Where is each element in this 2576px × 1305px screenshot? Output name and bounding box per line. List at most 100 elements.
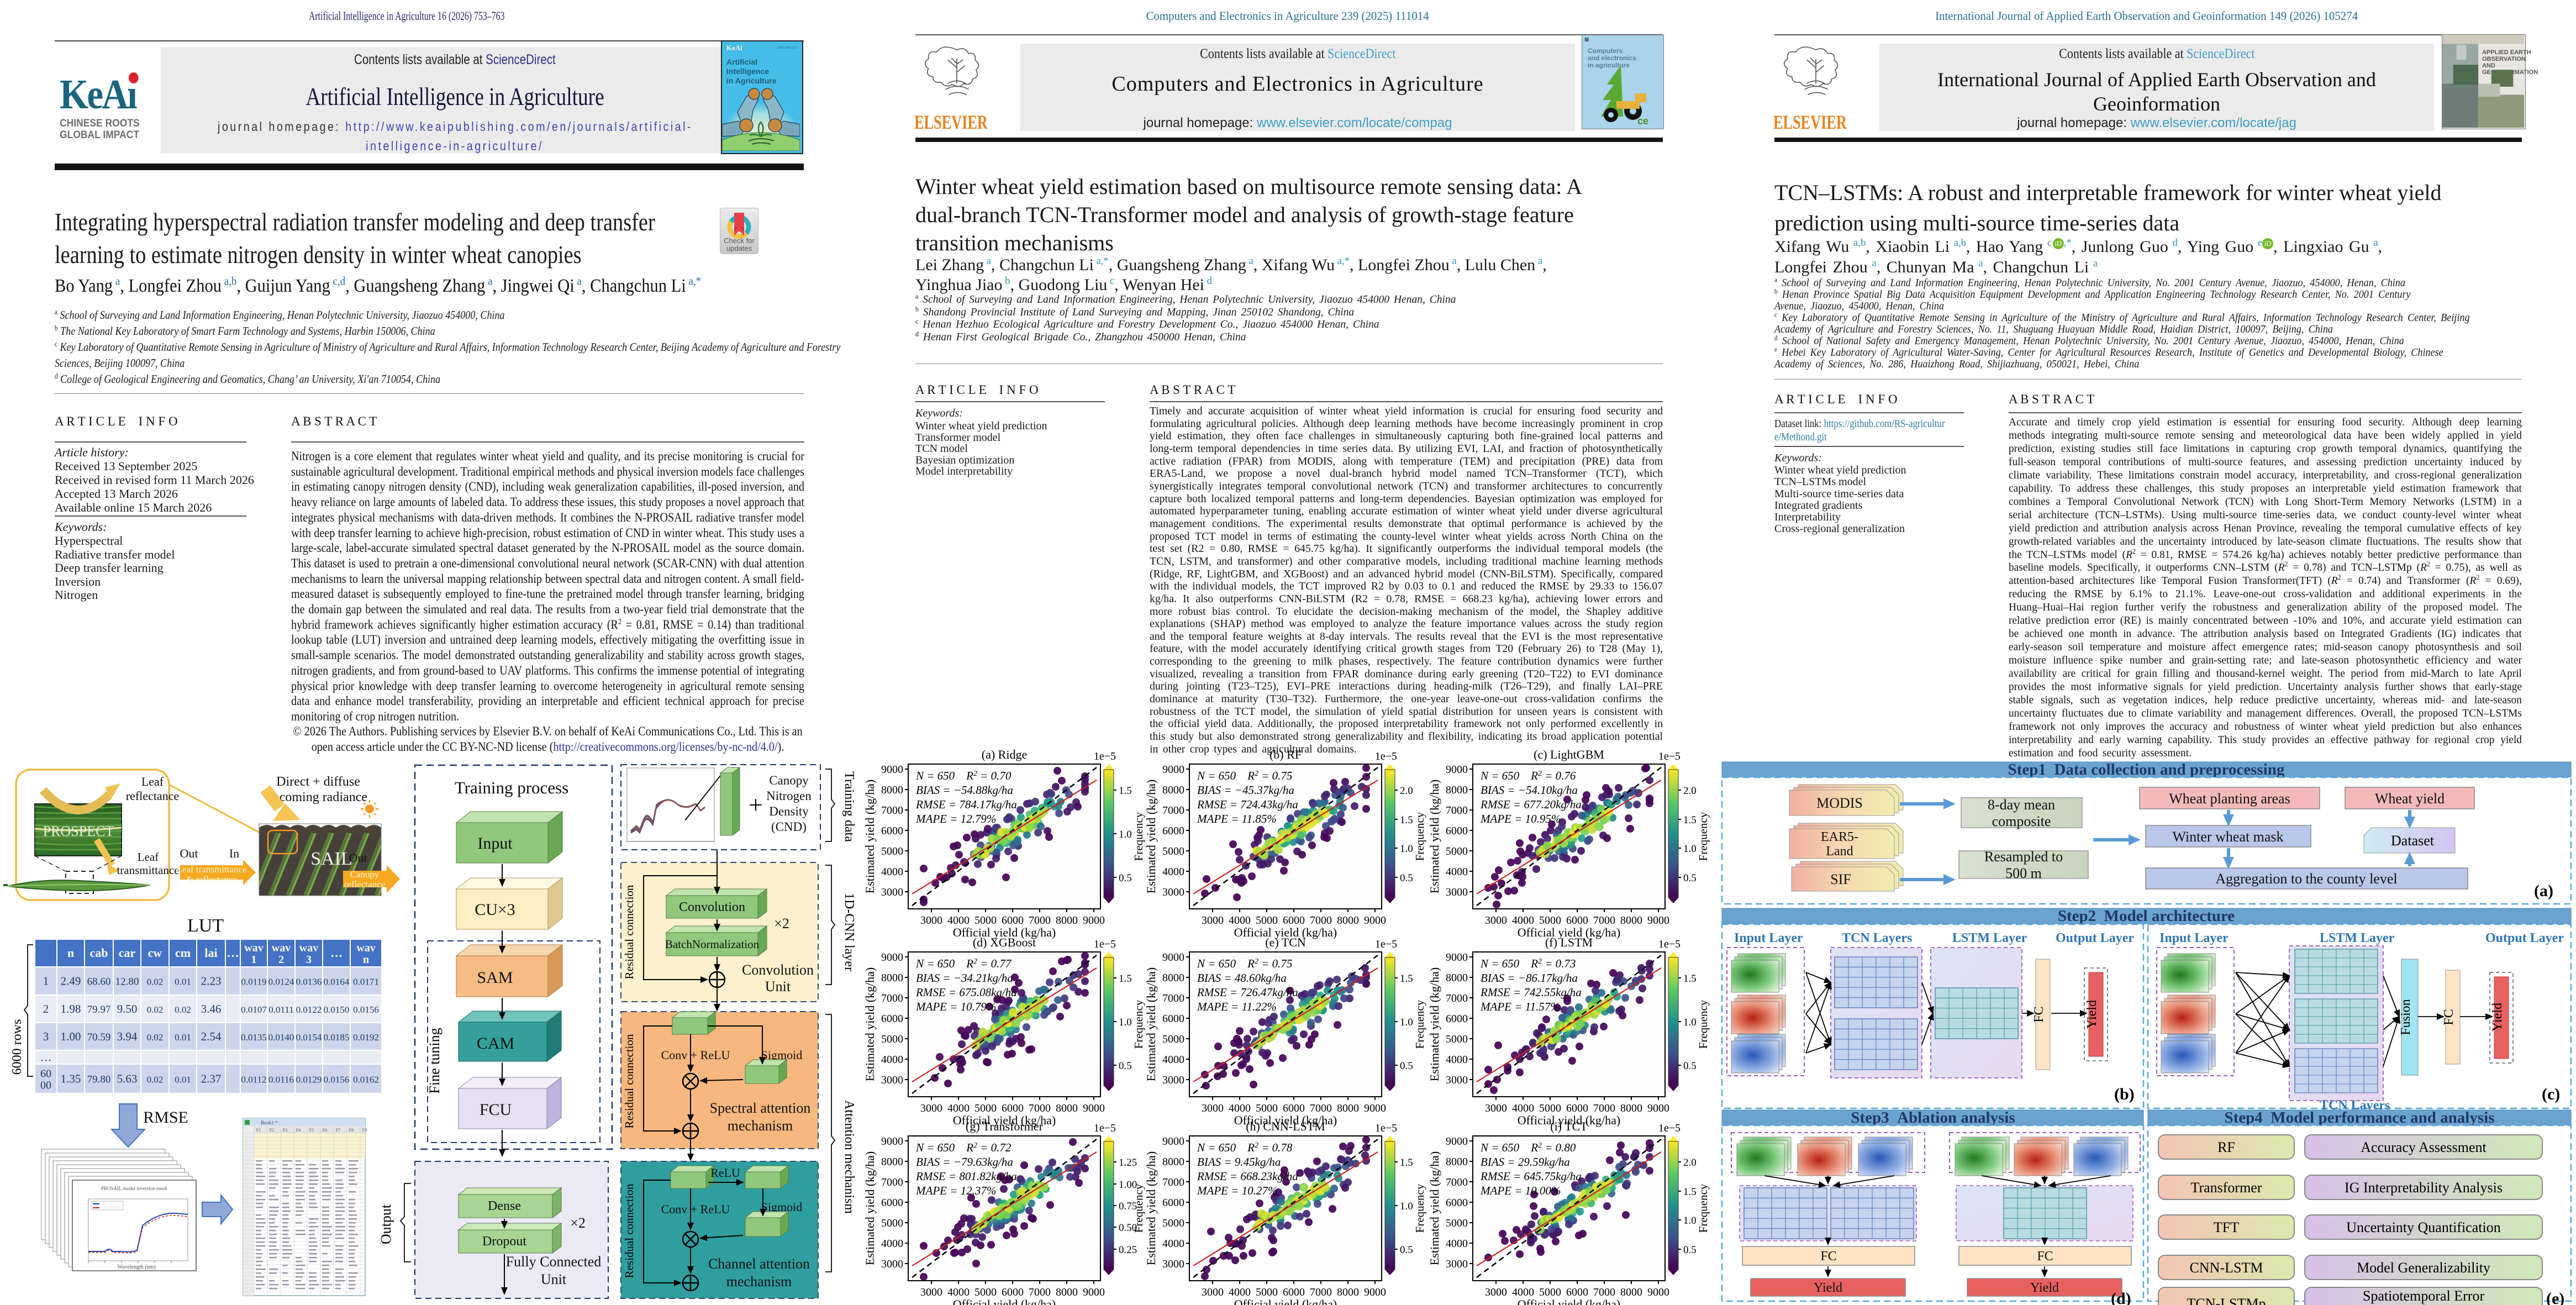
svg-text:IG Interpretability Analysis: IG Interpretability Analysis xyxy=(2345,1180,2503,1196)
svg-text:lai: lai xyxy=(204,946,217,960)
svg-text:4000: 4000 xyxy=(1512,1102,1534,1114)
svg-text:3: 3 xyxy=(43,1030,49,1043)
svg-text:1e−5: 1e−5 xyxy=(1658,750,1681,762)
svg-text:8-day mean: 8-day mean xyxy=(1988,797,2055,813)
svg-text:1.5: 1.5 xyxy=(1400,973,1413,985)
svg-text:Conv + ReLU: Conv + ReLU xyxy=(661,1202,730,1216)
svg-text:4000: 4000 xyxy=(947,1286,970,1298)
svg-text:2.23: 2.23 xyxy=(201,975,222,988)
svg-text:1D-CNN layer: 1D-CNN layer xyxy=(842,893,856,971)
svg-text:LSTM Layer: LSTM Layer xyxy=(1952,931,2027,945)
svg-text:Official yield (kg/ha): Official yield (kg/ha) xyxy=(953,1113,1056,1127)
svg-text:7000: 7000 xyxy=(1029,914,1051,927)
svg-text:Wavelength (nm): Wavelength (nm) xyxy=(117,1264,155,1270)
svg-text:Resampled to: Resampled to xyxy=(1984,849,2063,865)
svg-text:TCN Layers: TCN Layers xyxy=(1842,931,1912,945)
svg-text:transmittance: transmittance xyxy=(117,864,179,877)
svg-text:9000: 9000 xyxy=(1364,914,1386,927)
svg-text:ce: ce xyxy=(1637,115,1648,127)
svg-text:2.37: 2.37 xyxy=(201,1072,222,1086)
svg-text:4000: 4000 xyxy=(1446,866,1468,878)
svg-text:×2: ×2 xyxy=(570,1215,586,1231)
svg-text:LUT: LUT xyxy=(187,915,224,936)
svg-text:0.0135: 0.0135 xyxy=(241,1032,267,1043)
svg-text:Estimated yield (kg/ha): Estimated yield (kg/ha) xyxy=(1144,780,1158,894)
svg-text:3000: 3000 xyxy=(1446,1258,1468,1270)
svg-text:PROSPECT: PROSPECT xyxy=(43,823,114,839)
svg-text:F5: F5 xyxy=(309,1128,314,1133)
svg-text:Conv + ReLU: Conv + ReLU xyxy=(661,1048,730,1062)
svg-text:0.5: 0.5 xyxy=(1400,1244,1413,1256)
svg-text:1e−5: 1e−5 xyxy=(1094,938,1116,950)
svg-text:Residual connection: Residual connection xyxy=(623,1034,636,1128)
svg-text:8000: 8000 xyxy=(1056,1286,1078,1298)
svg-text:5000: 5000 xyxy=(1256,1102,1278,1114)
svg-text:Estimated yield (kg/ha): Estimated yield (kg/ha) xyxy=(863,1151,877,1266)
svg-text:9000: 9000 xyxy=(881,1135,903,1148)
svg-text:1.00: 1.00 xyxy=(61,1030,81,1043)
svg-text:Official yield (kg/ha): Official yield (kg/ha) xyxy=(953,1297,1056,1305)
svg-text:0.02: 0.02 xyxy=(147,977,164,987)
svg-text:9000: 9000 xyxy=(1446,764,1468,776)
svg-text:Canopy: Canopy xyxy=(350,869,380,880)
svg-text:Official yield (kg/ha): Official yield (kg/ha) xyxy=(1234,1297,1337,1305)
svg-text:Spectral attention: Spectral attention xyxy=(710,1100,811,1116)
svg-text:F6: F6 xyxy=(323,1128,327,1133)
svg-text:Intelligence: Intelligence xyxy=(726,67,769,76)
svg-text:×2: ×2 xyxy=(774,915,789,932)
svg-text:2: 2 xyxy=(43,1002,49,1015)
svg-text:1: 1 xyxy=(43,975,49,988)
svg-text:9000: 9000 xyxy=(1083,1102,1105,1114)
svg-text:1.0: 1.0 xyxy=(1683,1017,1697,1028)
svg-text:2: 2 xyxy=(278,954,284,966)
svg-text:7000: 7000 xyxy=(1446,1176,1468,1188)
svg-text:composite: composite xyxy=(1992,813,2051,829)
svg-text:4000: 4000 xyxy=(947,914,970,927)
svg-text:5000: 5000 xyxy=(881,1217,903,1229)
svg-text:6000: 6000 xyxy=(1283,1102,1305,1114)
svg-text:wav: wav xyxy=(272,942,291,954)
svg-text:6000: 6000 xyxy=(1162,1013,1184,1025)
svg-text:9000: 9000 xyxy=(1446,1135,1468,1148)
svg-text:cab: cab xyxy=(90,946,108,960)
svg-text:MAPE = 12.37%: MAPE = 12.37% xyxy=(915,1184,996,1197)
svg-text:reflectance: reflectance xyxy=(126,789,179,803)
svg-text:7000: 7000 xyxy=(1029,1286,1051,1298)
svg-text:Frequency: Frequency xyxy=(1697,1183,1710,1233)
svg-text:wav: wav xyxy=(299,942,318,954)
svg-text:BIAS = −34.21kg/ha: BIAS = −34.21kg/ha xyxy=(916,971,1013,985)
svg-text:0.0192: 0.0192 xyxy=(353,1032,379,1043)
svg-text:8000: 8000 xyxy=(881,1156,903,1168)
svg-text:FC: FC xyxy=(2032,1006,2046,1022)
svg-text:0.75: 0.75 xyxy=(1119,1201,1137,1212)
svg-text:3000: 3000 xyxy=(1202,914,1224,927)
svg-text:(c): (c) xyxy=(2542,1085,2560,1103)
svg-text:(i) TCT: (i) TCT xyxy=(1550,1119,1588,1133)
svg-text:F8: F8 xyxy=(349,1128,354,1133)
svg-text:1.0: 1.0 xyxy=(1400,843,1413,855)
svg-text:1.35: 1.35 xyxy=(61,1072,81,1086)
svg-text:CU×3: CU×3 xyxy=(475,901,515,919)
svg-text:Yield: Yield xyxy=(2490,1003,2505,1032)
svg-text:0.0107: 0.0107 xyxy=(241,1004,267,1015)
svg-text:5000: 5000 xyxy=(1446,845,1468,857)
svg-text:Frequency: Frequency xyxy=(1132,999,1145,1049)
svg-text:0.0122: 0.0122 xyxy=(296,1004,322,1015)
svg-text:3000: 3000 xyxy=(1162,1074,1184,1086)
svg-text:BIAS = 48.60kg/ha: BIAS = 48.60kg/ha xyxy=(1197,971,1287,985)
svg-text:7000: 7000 xyxy=(1593,1286,1615,1298)
svg-text:(CND): (CND) xyxy=(771,820,807,834)
svg-text:Yield: Yield xyxy=(2030,1281,2059,1295)
svg-text:& reflectance: & reflectance xyxy=(186,874,237,885)
svg-text:6000: 6000 xyxy=(1446,1013,1468,1025)
svg-text:0.02: 0.02 xyxy=(147,1032,164,1043)
svg-text:Output Layer: Output Layer xyxy=(2056,931,2134,945)
svg-text:(a): (a) xyxy=(2534,882,2553,900)
svg-text:6000: 6000 xyxy=(1002,1286,1024,1298)
svg-text:3: 3 xyxy=(306,954,312,966)
svg-text:BIAS = −54.10kg/ha: BIAS = −54.10kg/ha xyxy=(1481,783,1578,797)
svg-text:3000: 3000 xyxy=(1485,1286,1507,1298)
svg-text:EAR5-: EAR5- xyxy=(1821,830,1858,844)
svg-text:Convolution: Convolution xyxy=(679,900,745,914)
svg-text:4000: 4000 xyxy=(1229,1102,1251,1114)
